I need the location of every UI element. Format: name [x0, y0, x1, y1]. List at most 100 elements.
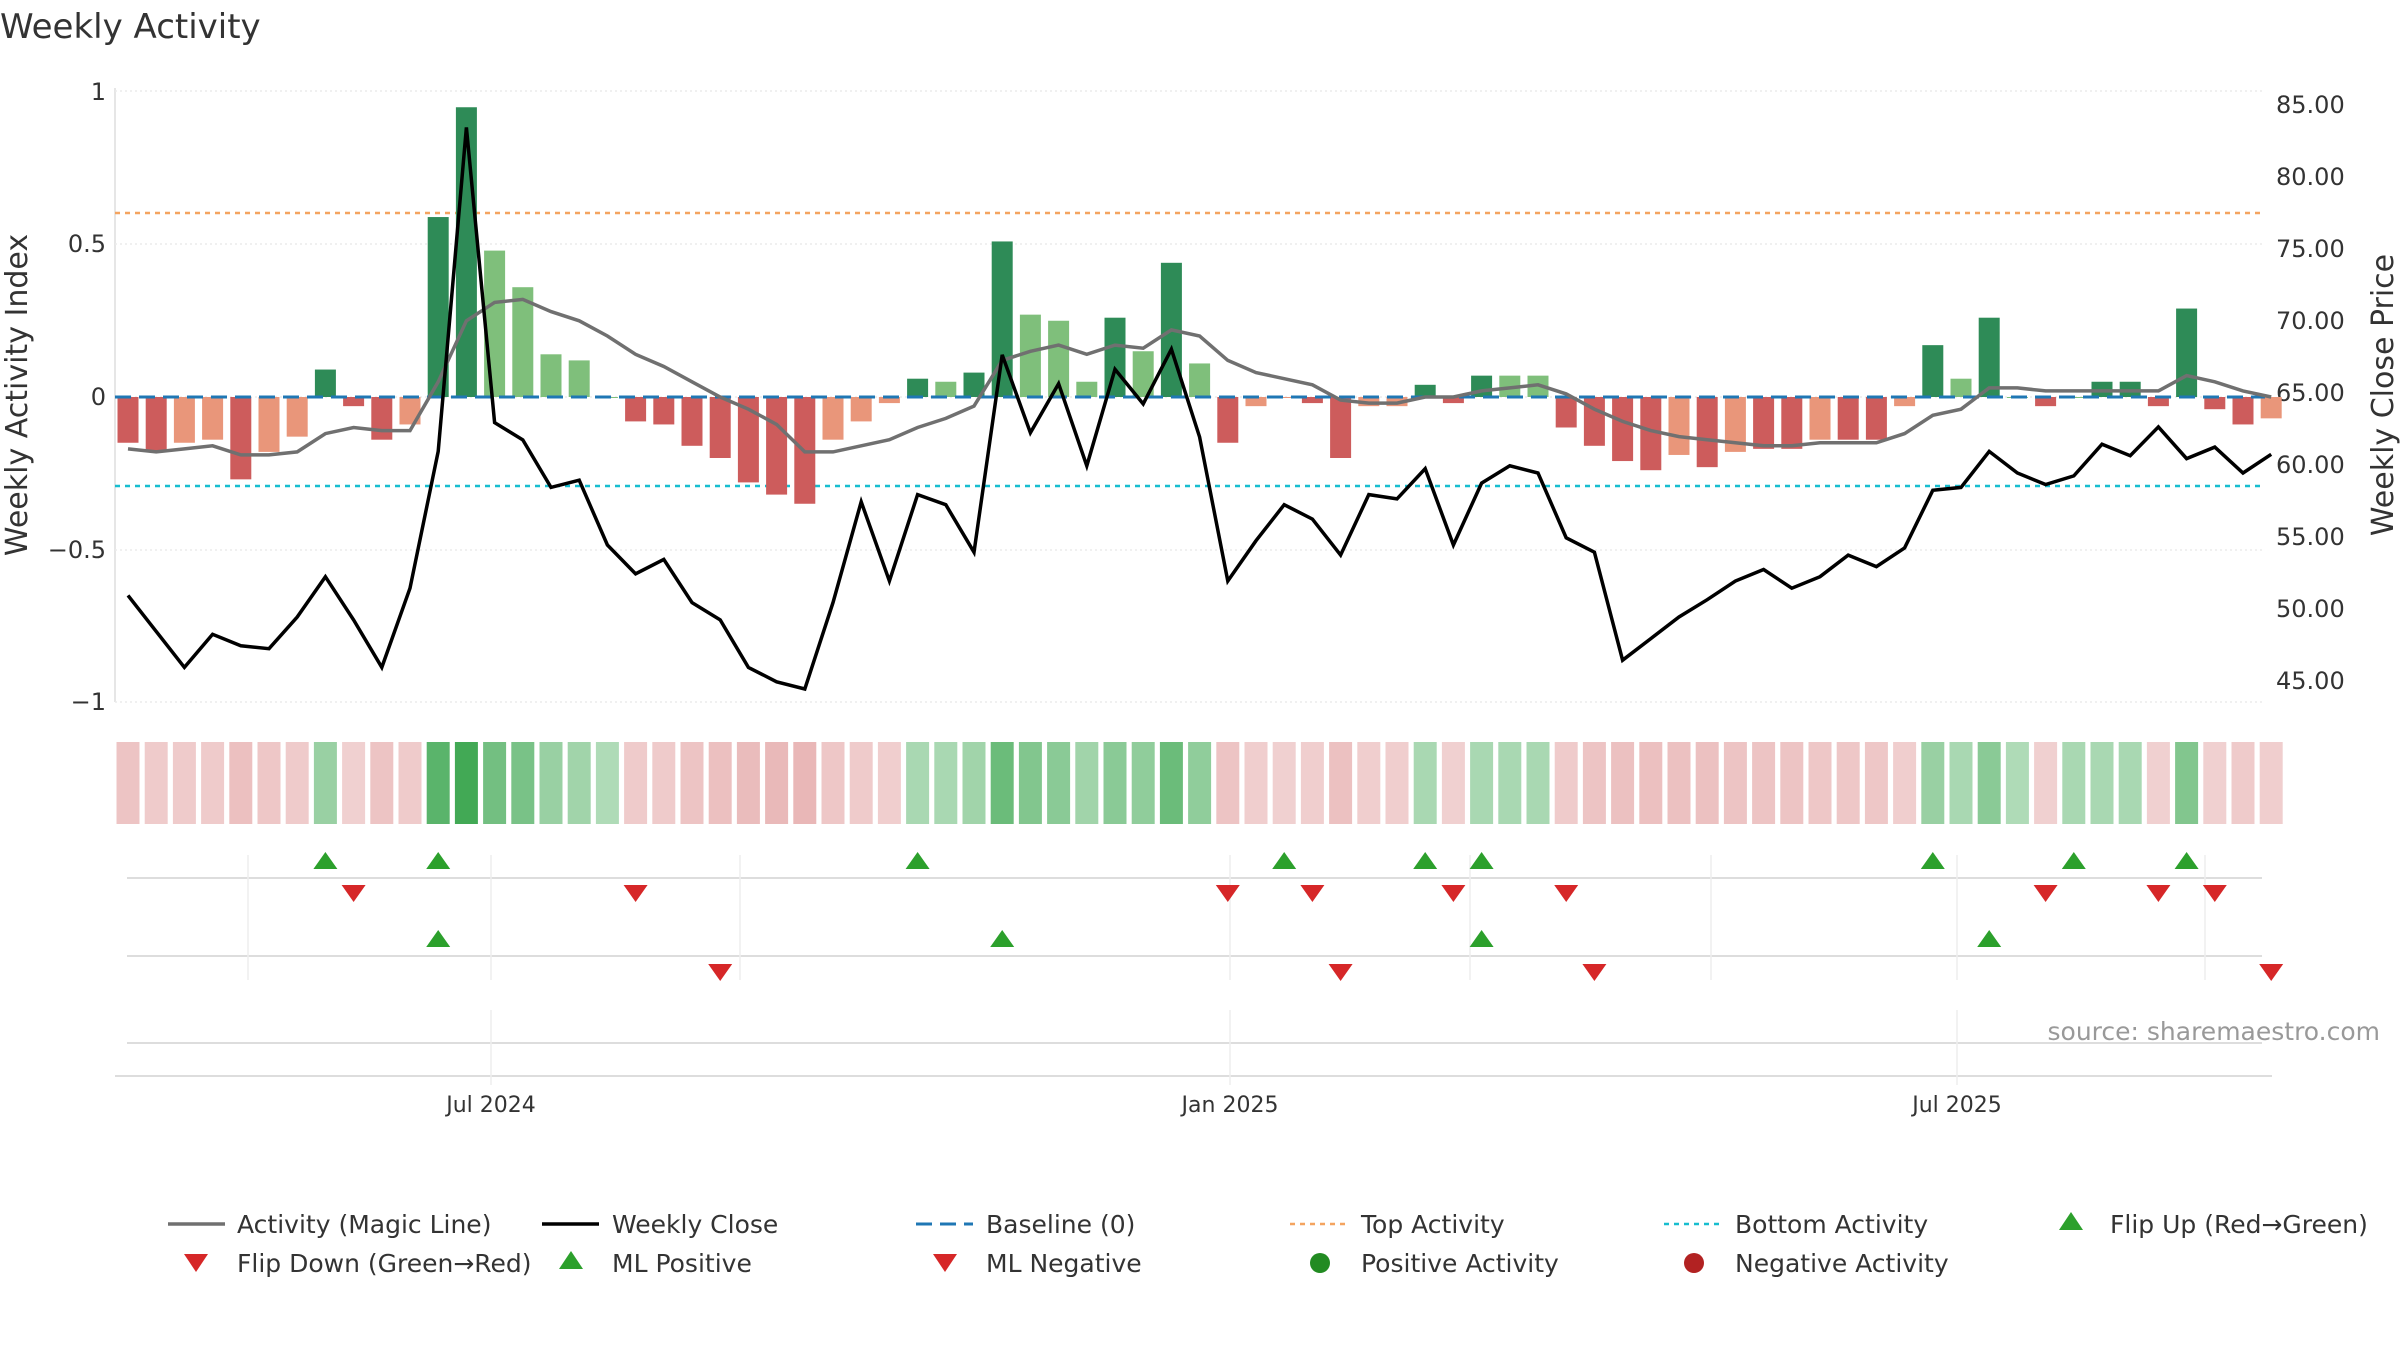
flip-down-marker	[623, 885, 648, 902]
intensity-cell	[257, 742, 281, 824]
ml-negative-marker	[1328, 964, 1353, 981]
activity-bar	[1950, 378, 1972, 397]
activity-bar	[286, 397, 308, 437]
activity-bar	[1809, 397, 1831, 440]
date-axis: Jul 2024 Jan 2025 Jul 2025	[444, 1093, 2002, 1118]
activity-bar	[625, 397, 647, 422]
activity-bar	[1414, 384, 1436, 397]
dot-icon	[1310, 1253, 1330, 1273]
flip-down-marker	[2033, 885, 2058, 902]
activity-bar	[1781, 397, 1803, 449]
activity-bar	[907, 378, 929, 397]
y2-tick-label: 60.00	[2276, 451, 2345, 479]
activity-bar	[709, 397, 731, 458]
intensity-cell	[539, 742, 563, 824]
intensity-cell	[1752, 742, 1776, 824]
intensity-cell	[567, 742, 591, 824]
activity-bar	[145, 397, 167, 452]
activity-bar	[1132, 351, 1154, 397]
y2-tick-label: 80.00	[2276, 163, 2345, 191]
intensity-cell	[342, 742, 366, 824]
intensity-cell	[1949, 742, 1973, 824]
flip-up-marker	[313, 852, 338, 869]
intensity-cell	[765, 742, 789, 824]
activity-bar	[1612, 397, 1634, 462]
intensity-cell	[1667, 742, 1691, 824]
y-tick-label: −0.5	[48, 536, 106, 564]
y2-tick-label: 75.00	[2276, 235, 2345, 263]
activity-bar	[1555, 397, 1577, 428]
legend-label: ML Negative	[986, 1249, 1142, 1278]
activity-bar	[1696, 397, 1718, 468]
legend-label: Negative Activity	[1735, 1249, 1949, 1278]
intensity-cell	[1893, 742, 1917, 824]
activity-bar	[117, 397, 139, 443]
intensity-cell	[1272, 742, 1296, 824]
activity-bar	[1301, 397, 1323, 404]
intensity-cell	[2231, 742, 2255, 824]
activity-bar	[258, 397, 280, 452]
flip-up-marker	[905, 852, 930, 869]
activity-bar	[1273, 397, 1295, 398]
ml-positive-marker	[426, 930, 451, 947]
ml-negative-marker	[2259, 964, 2284, 981]
intensity-cell	[1695, 742, 1719, 824]
legend-item-positive-activity: Positive Activity	[1310, 1249, 1559, 1278]
source-label: source: sharemaestro.com	[2048, 1017, 2381, 1046]
intensity-cell	[1611, 742, 1635, 824]
flip-down-marker	[1554, 885, 1579, 902]
activity-bar	[878, 397, 900, 404]
intensity-cell	[2005, 742, 2029, 824]
intensity-cell	[1470, 742, 1494, 824]
intensity-cell	[483, 742, 507, 824]
intensity-cell	[1103, 742, 1127, 824]
event-markers	[115, 852, 2284, 1085]
activity-bar	[343, 397, 365, 407]
intensity-cell	[398, 742, 422, 824]
activity-bar	[1837, 397, 1859, 440]
y-tick-label: −1	[71, 688, 106, 716]
intensity-cell	[1723, 742, 1747, 824]
activity-bar	[653, 397, 675, 425]
legend-item-top-activity: Top Activity	[1290, 1210, 1505, 1239]
legend-item-baseline: Baseline (0)	[916, 1210, 1135, 1239]
intensity-cell	[962, 742, 986, 824]
intensity-cell	[1498, 742, 1522, 824]
y2-tick-label: 85.00	[2276, 91, 2345, 119]
flip-up-marker	[2174, 852, 2199, 869]
activity-bar	[2176, 308, 2198, 397]
intensity-cell	[285, 742, 309, 824]
intensity-cell	[1780, 742, 1804, 824]
activity-bar	[2260, 397, 2282, 419]
activity-bar	[1894, 397, 1916, 407]
flip-down-marker	[2146, 885, 2171, 902]
flip-up-marker	[2061, 852, 2086, 869]
flip-up-marker	[1920, 852, 1945, 869]
activity-bar	[1668, 397, 1690, 455]
legend-item-ml-negative: ML Negative	[933, 1249, 1142, 1278]
intensity-cell	[116, 742, 140, 824]
triangle-up-icon	[2059, 1212, 2083, 1230]
activity-bar	[1189, 363, 1211, 397]
y2-tick-label: 65.00	[2276, 379, 2345, 407]
intensity-cell	[426, 742, 450, 824]
ml-positive-marker	[990, 930, 1015, 947]
intensity-cell	[313, 742, 337, 824]
legend-item-weekly-close: Weekly Close	[542, 1210, 778, 1239]
dot-icon	[1684, 1253, 1704, 1273]
legend-label: Flip Down (Green→Red)	[237, 1249, 532, 1278]
intensity-cell	[511, 742, 535, 824]
intensity-cell	[1385, 742, 1409, 824]
intensity-cell	[1977, 742, 2001, 824]
activity-bar	[371, 397, 393, 440]
activity-bar	[568, 360, 590, 397]
intensity-cell	[652, 742, 676, 824]
activity-bar	[850, 397, 872, 422]
legend-label: Bottom Activity	[1735, 1210, 1928, 1239]
x-tick-label: Jan 2025	[1180, 1093, 1279, 1118]
intensity-cell	[144, 742, 168, 824]
activity-bar	[455, 107, 477, 397]
flip-down-marker	[341, 885, 366, 902]
intensity-cell	[1047, 742, 1071, 824]
activity-bar	[1922, 345, 1944, 397]
